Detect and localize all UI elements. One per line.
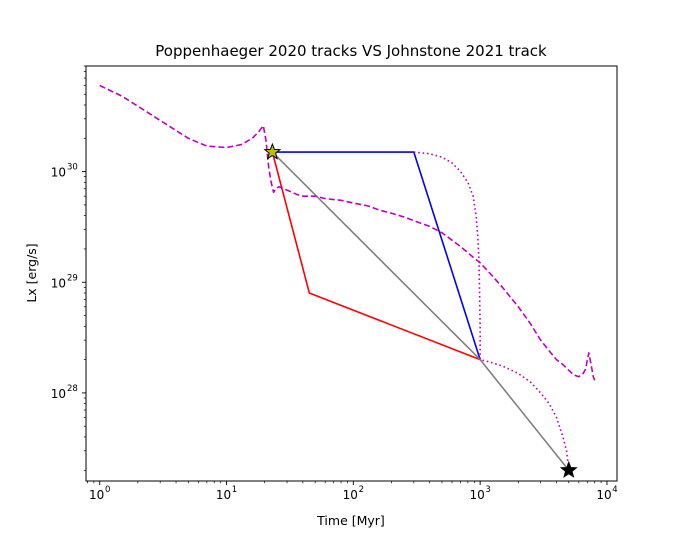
star-marker-2 <box>559 460 578 478</box>
x-tick-label: 10 <box>596 488 611 502</box>
x-tick-exponent: 4 <box>612 485 617 495</box>
plot-area <box>99 84 596 478</box>
x-tick-exponent: 3 <box>485 485 490 495</box>
y-tick-label: 10 <box>51 166 66 180</box>
series-group <box>99 84 596 471</box>
y-tick-label: 10 <box>51 276 66 290</box>
x-tick-label: 10 <box>216 488 231 502</box>
x-tick-exponent: 1 <box>232 485 237 495</box>
y-tick-exponent: 29 <box>67 273 78 283</box>
series-line-3-solid <box>271 151 570 471</box>
x-tick-label: 10 <box>343 488 358 502</box>
plot-frame <box>85 65 618 482</box>
y-tick-label: 10 <box>51 387 66 401</box>
y-tick-exponent: 30 <box>67 163 78 173</box>
y-tick-exponent: 28 <box>67 384 78 394</box>
y-axis-label: Lx [erg/s] <box>24 243 39 302</box>
x-tick-exponent: 0 <box>105 485 110 495</box>
series-line-5-dashed <box>99 84 596 381</box>
series-line-1-solid <box>271 151 481 361</box>
x-tick-exponent: 2 <box>359 485 364 495</box>
x-tick-label: 10 <box>469 488 484 502</box>
chart-title: Poppenhaeger 2020 tracks VS Johnstone 20… <box>155 42 547 60</box>
x-tick-label: 10 <box>89 488 104 502</box>
star-marker-1 <box>263 142 282 160</box>
x-axis-label: Time [Myr] <box>316 513 385 528</box>
